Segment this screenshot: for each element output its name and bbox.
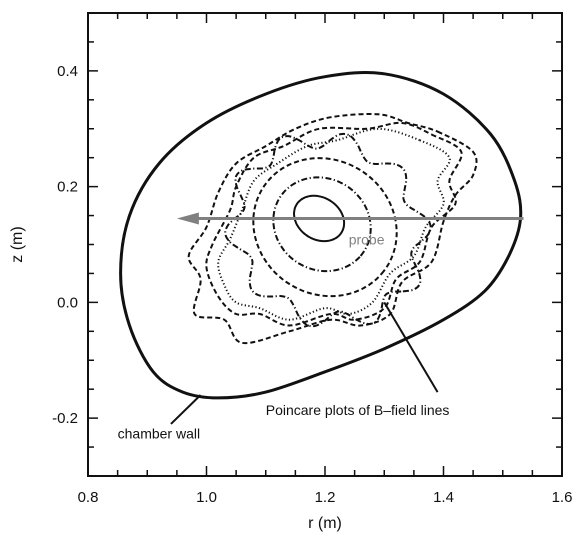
annotation-leader: [383, 301, 439, 393]
field-line-curve: [272, 176, 372, 273]
axis-ticks: [87, 12, 563, 477]
x-tick-label: 0.8: [78, 489, 99, 506]
tick-labels: 0.8 1.0 1.2 1.4 1.6 -0.2 0.0 0.2 0.4: [52, 63, 572, 506]
annotations: probe Poincare plots of B–field lines cham…: [118, 232, 450, 442]
x-tick-label: 1.0: [196, 489, 217, 506]
curves: [119, 71, 523, 400]
field-line-curve: [224, 132, 432, 328]
probe-arrowhead: [176, 212, 199, 225]
x-tick-label: 1.2: [315, 489, 336, 506]
y-tick-label: -0.2: [52, 410, 78, 427]
x-tick-label: 1.6: [552, 489, 573, 506]
y-tick-label: 0.4: [57, 63, 78, 80]
field-line-curve: [293, 194, 346, 243]
annotation-label: chamber wall: [118, 425, 200, 441]
annotation-leader: [170, 394, 202, 425]
probe-layer: [176, 212, 524, 225]
annotation-label: probe: [349, 232, 385, 248]
x-tick-label: 1.4: [433, 489, 454, 506]
annotation-leaders: [170, 301, 439, 425]
x-axis-label: r (m): [308, 515, 342, 532]
field-line-curve: [187, 112, 478, 345]
field-line-curve: [205, 121, 463, 327]
y-axis-label: z (m): [9, 226, 26, 262]
field-line-curve: [252, 157, 398, 298]
y-tick-label: 0.2: [57, 179, 78, 196]
annotation-label: Poincare plots of B–field lines: [266, 402, 450, 418]
field-line-curve: [217, 127, 451, 321]
chamber-wall-curve: [119, 71, 523, 400]
y-tick-label: 0.0: [57, 294, 78, 311]
